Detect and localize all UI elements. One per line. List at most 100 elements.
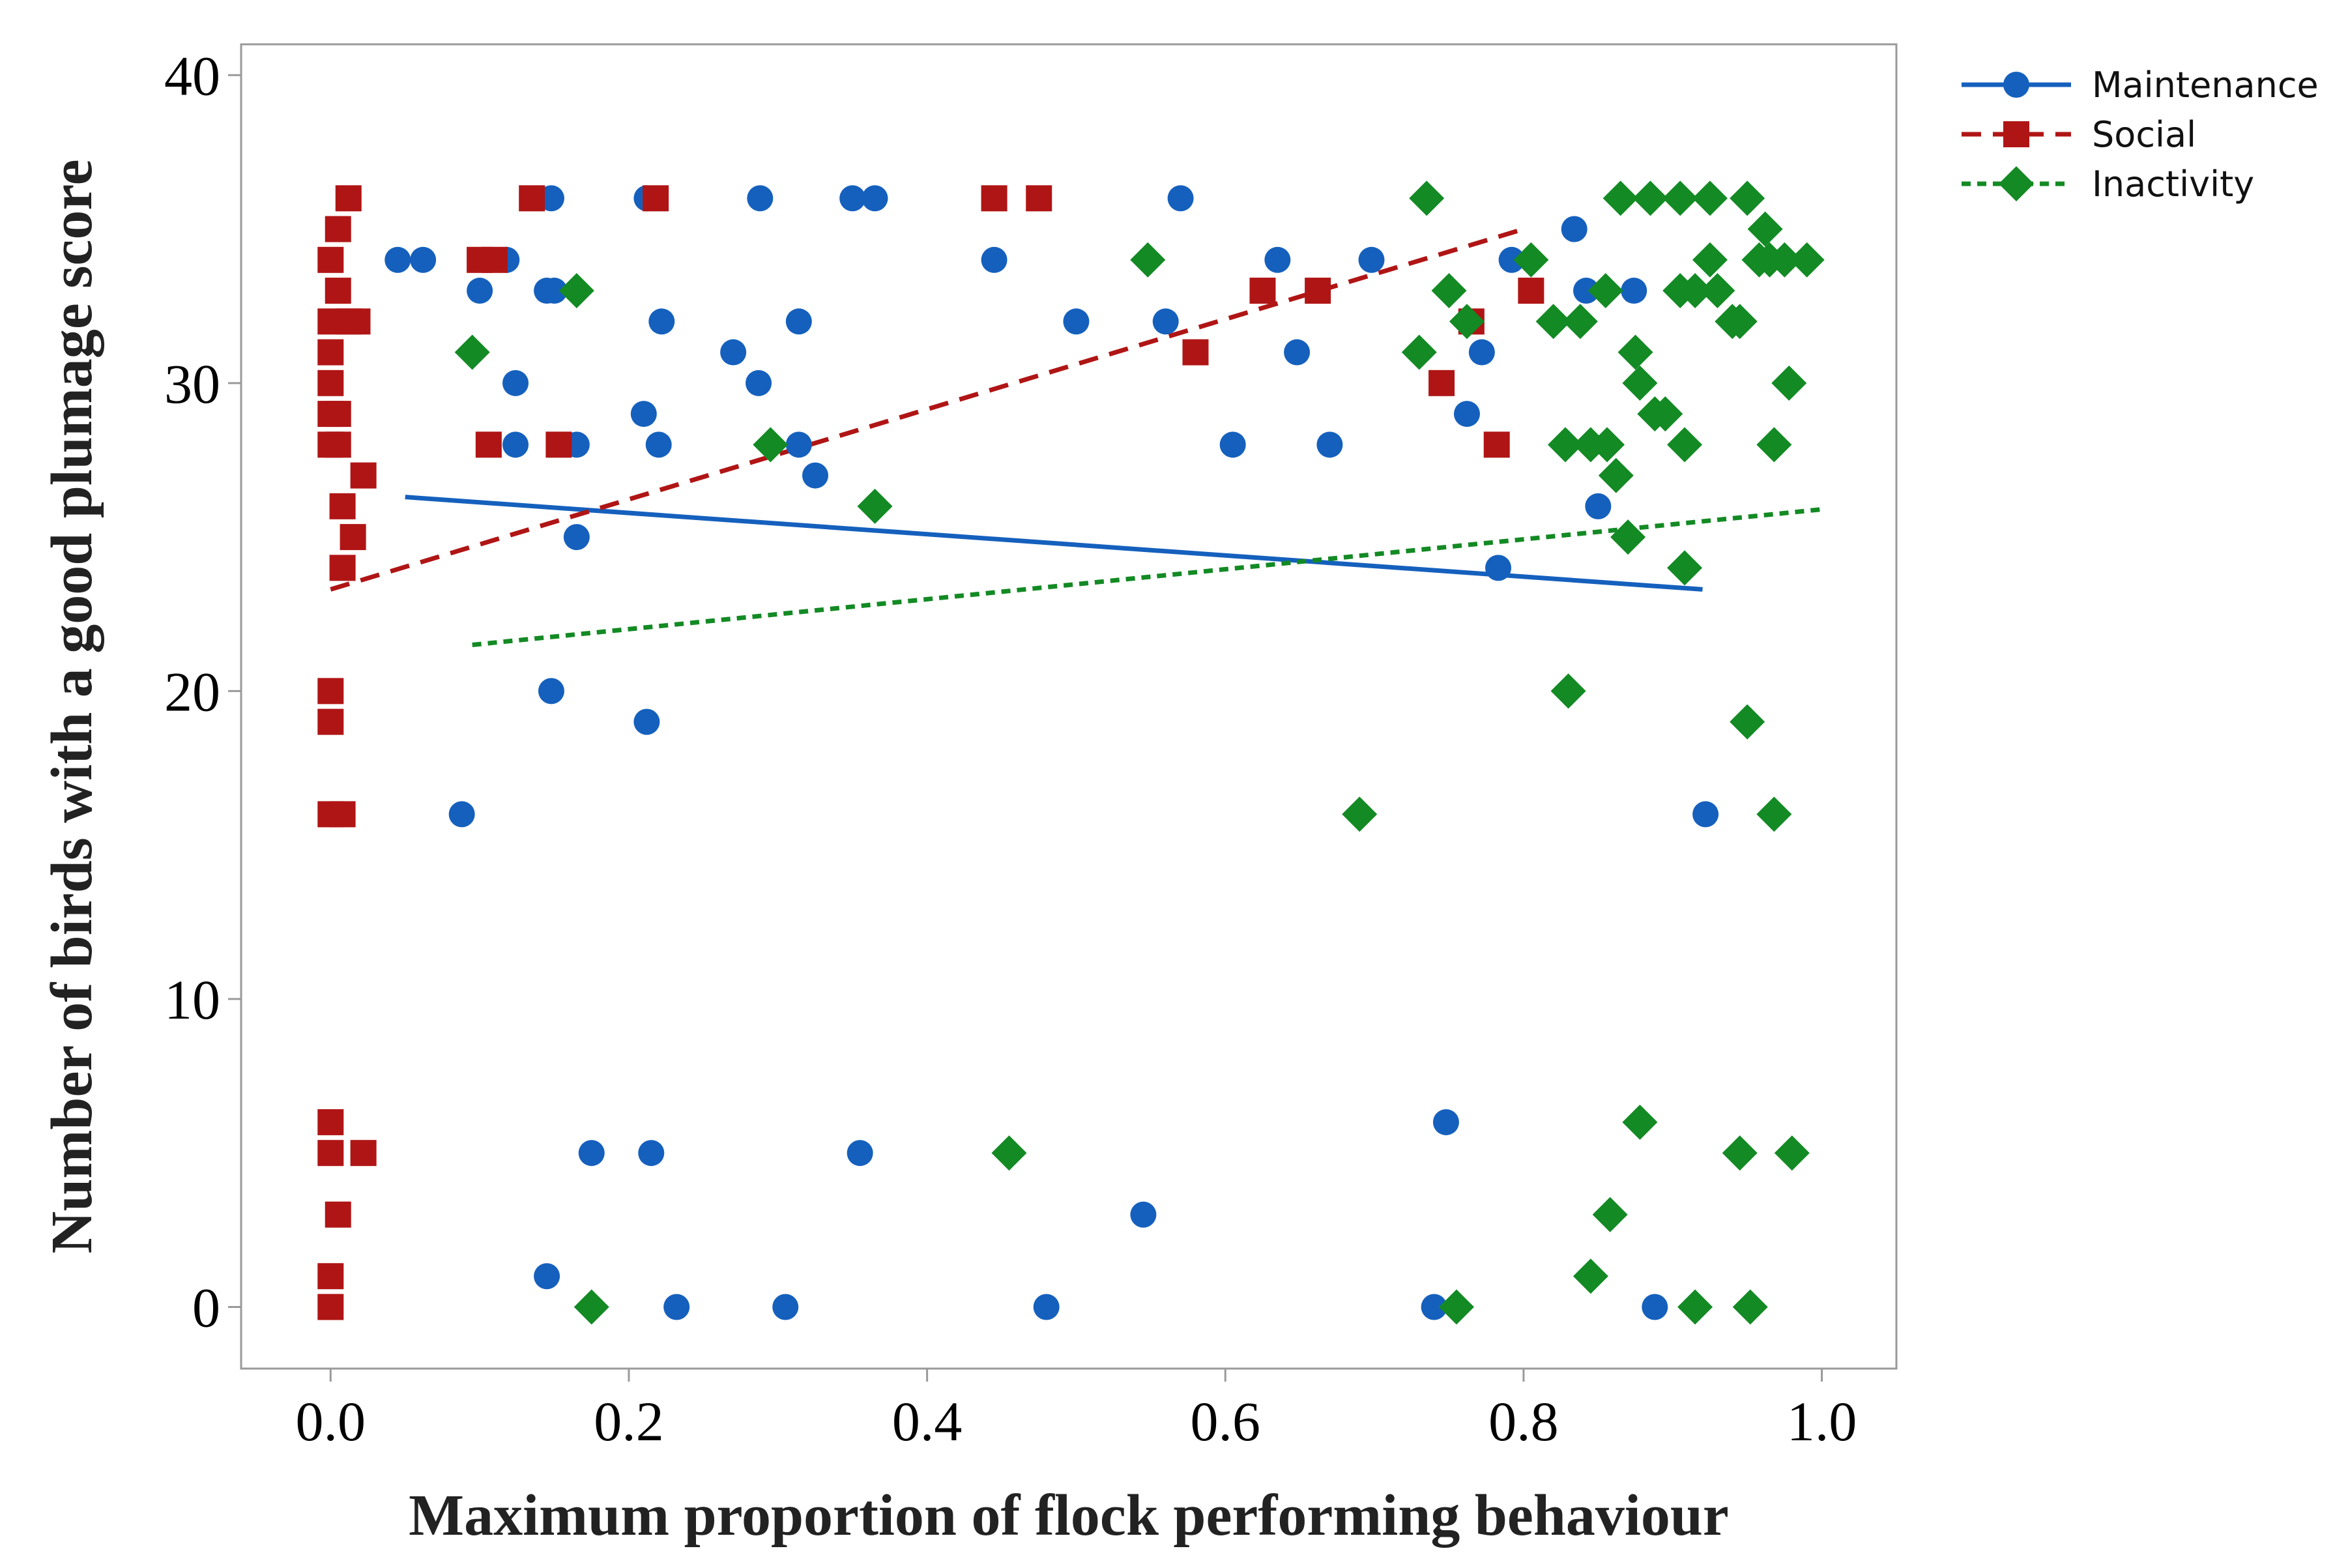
maintenance-point xyxy=(502,431,529,458)
inactivity-point xyxy=(1700,273,1735,309)
maintenance-point xyxy=(563,524,590,551)
social-point xyxy=(482,246,508,273)
inactivity-point xyxy=(1662,181,1698,216)
maintenance-point xyxy=(384,246,411,273)
social-point xyxy=(325,278,351,304)
social-point xyxy=(317,1263,344,1290)
inactivity-point xyxy=(1598,457,1634,493)
maintenance-point xyxy=(502,370,529,396)
x-tick-label: 1.0 xyxy=(1787,1390,1857,1453)
inactivity-point xyxy=(1667,427,1703,463)
maintenance-point xyxy=(862,185,888,212)
y-tick-label: 20 xyxy=(164,660,220,723)
social-point xyxy=(317,1294,344,1320)
maintenance-point xyxy=(578,1140,605,1167)
x-axis: 0.0 0.2 0.4 0.6 0.8 1.0 xyxy=(296,1369,1857,1453)
inactivity-point xyxy=(1449,304,1485,340)
inactivity-point xyxy=(1610,519,1646,555)
inactivity-point xyxy=(1722,1135,1758,1171)
inactivity-point xyxy=(1692,181,1728,216)
social-point xyxy=(335,185,362,212)
inactivity-point xyxy=(1771,365,1807,401)
maintenance-point xyxy=(1167,185,1194,212)
inactivity-point xyxy=(1602,181,1638,216)
maintenance-point xyxy=(1573,278,1600,304)
legend-social-marker xyxy=(2003,121,2029,147)
maintenance-point xyxy=(1585,493,1612,519)
inactivity-point xyxy=(1732,1289,1768,1325)
social-point xyxy=(325,1201,351,1228)
social-point xyxy=(329,493,356,519)
maintenance-point xyxy=(1421,1294,1447,1320)
inactivity-point xyxy=(1550,673,1586,709)
inactivity-point xyxy=(1513,242,1549,278)
maintenance-point xyxy=(1130,1201,1157,1228)
inactivity-point xyxy=(1747,211,1783,247)
social-point xyxy=(329,555,356,581)
maintenance-point xyxy=(1692,801,1719,828)
inactivity-point xyxy=(1692,242,1728,278)
legend-inactivity-label: Inactivity xyxy=(2092,164,2254,205)
inactivity-point xyxy=(1722,304,1758,340)
social-point xyxy=(340,524,366,551)
inactivity-point xyxy=(1756,796,1792,832)
inactivity-point xyxy=(1438,1289,1474,1325)
inactivity-point xyxy=(1632,181,1668,216)
maintenance-point xyxy=(534,1263,560,1290)
social-point xyxy=(325,401,351,428)
maintenance-trend-line xyxy=(405,495,1703,592)
social-point xyxy=(317,246,344,273)
social-point xyxy=(317,1109,344,1135)
social-point xyxy=(317,1140,344,1167)
maintenance-point xyxy=(538,678,564,704)
maintenance-point xyxy=(847,1140,873,1167)
legend-inactivity-marker xyxy=(1999,166,2034,201)
maintenance-point xyxy=(1498,246,1525,273)
maintenance-point xyxy=(467,278,493,304)
social-point xyxy=(317,370,344,396)
inactivity-point xyxy=(454,334,490,370)
maintenance-point xyxy=(1063,308,1090,335)
y-tick-label: 40 xyxy=(164,44,220,107)
social-point xyxy=(1305,278,1331,304)
maintenance-point xyxy=(1033,1294,1060,1320)
inactivity-point xyxy=(1730,704,1765,740)
social-point xyxy=(350,1140,377,1167)
social-point xyxy=(1483,431,1510,458)
x-tick-label: 0.2 xyxy=(594,1390,664,1453)
maintenance-point xyxy=(663,1294,690,1320)
plot-frame xyxy=(240,43,1898,1370)
social-point xyxy=(317,678,344,704)
y-axis: 0 10 20 30 40 xyxy=(164,44,241,1339)
inactivity-point xyxy=(1130,242,1166,278)
inactivity-point xyxy=(1617,334,1653,370)
maintenance-point xyxy=(541,278,568,304)
inactivity-point xyxy=(1409,181,1445,216)
maintenance-point xyxy=(1152,308,1179,335)
maintenance-point xyxy=(785,431,812,458)
maintenance-point xyxy=(1561,216,1587,242)
social-point xyxy=(519,185,545,212)
maintenance-point xyxy=(1468,339,1495,366)
maintenance-point xyxy=(1453,401,1480,428)
inactivity-point xyxy=(1774,1135,1810,1171)
inactivity-point xyxy=(1677,273,1713,309)
maintenance-point xyxy=(648,308,675,335)
inactivity-point xyxy=(1647,396,1683,432)
maintenance-point xyxy=(1284,339,1311,366)
maintenance-point xyxy=(802,462,828,489)
legend: Maintenance Social Inactivity xyxy=(1962,65,2319,205)
social-point xyxy=(1428,370,1455,396)
x-axis-title: Maximum proportion of flock performing b… xyxy=(409,1483,1729,1548)
legend-social-label: Social xyxy=(2092,114,2196,155)
maintenance-point xyxy=(1358,246,1385,273)
legend-maintenance-label: Maintenance xyxy=(2092,65,2319,106)
social-point xyxy=(317,339,344,366)
inactivity-point xyxy=(857,488,893,524)
data-points xyxy=(317,181,1825,1325)
y-tick-label: 0 xyxy=(192,1276,220,1339)
maintenance-point xyxy=(410,246,437,273)
social-point xyxy=(317,708,344,735)
social-point xyxy=(1182,339,1209,366)
